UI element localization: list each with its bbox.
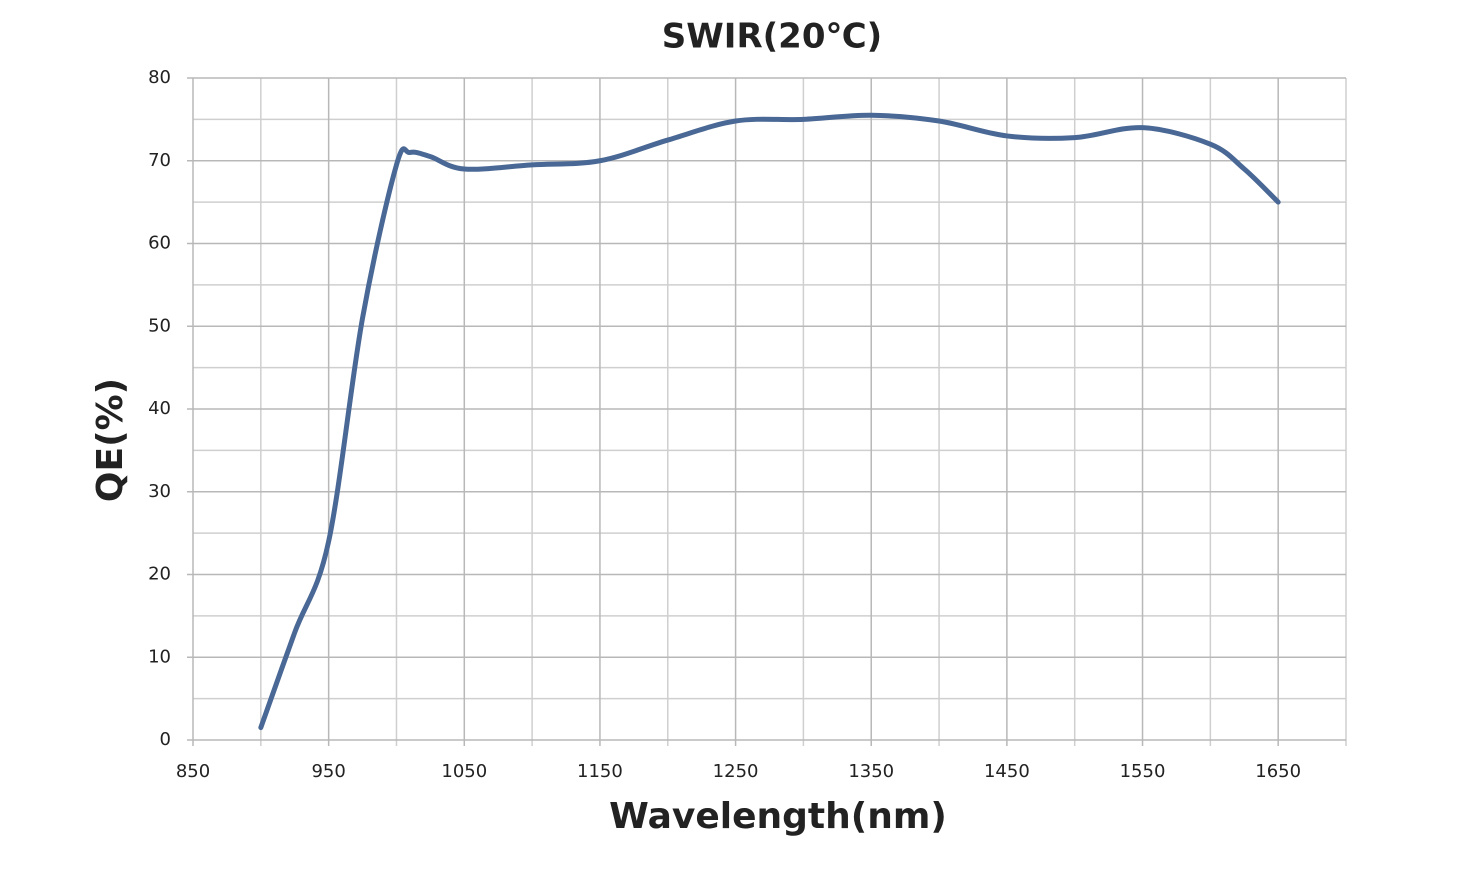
x-tick-label: 1650 — [1255, 761, 1301, 782]
y-tick-label: 10 — [148, 646, 171, 667]
x-tick-label: 1450 — [984, 761, 1030, 782]
x-tick-label: 1250 — [713, 761, 759, 782]
y-tick-label: 40 — [148, 398, 171, 419]
y-tick-label: 50 — [148, 315, 171, 336]
x-tick-label: 850 — [176, 761, 210, 782]
x-axis-label: Wavelength(nm) — [609, 796, 947, 837]
x-tick-label: 950 — [311, 761, 345, 782]
y-tick-label: 70 — [148, 150, 171, 171]
x-tick-label: 1550 — [1120, 761, 1166, 782]
y-axis-label: QE(%) — [90, 378, 131, 502]
y-tick-label: 80 — [148, 67, 171, 88]
y-tick-label: 20 — [148, 564, 171, 585]
chart-title: SWIR(20℃) — [662, 17, 882, 57]
data-line — [258, 112, 1281, 731]
y-tick-label: 0 — [160, 729, 171, 750]
x-tick-label: 1350 — [848, 761, 894, 782]
y-tick-label: 60 — [148, 233, 171, 254]
y-tick-label: 30 — [148, 481, 171, 502]
x-tick-label: 1150 — [577, 761, 623, 782]
x-tick-label: 1050 — [441, 761, 487, 782]
